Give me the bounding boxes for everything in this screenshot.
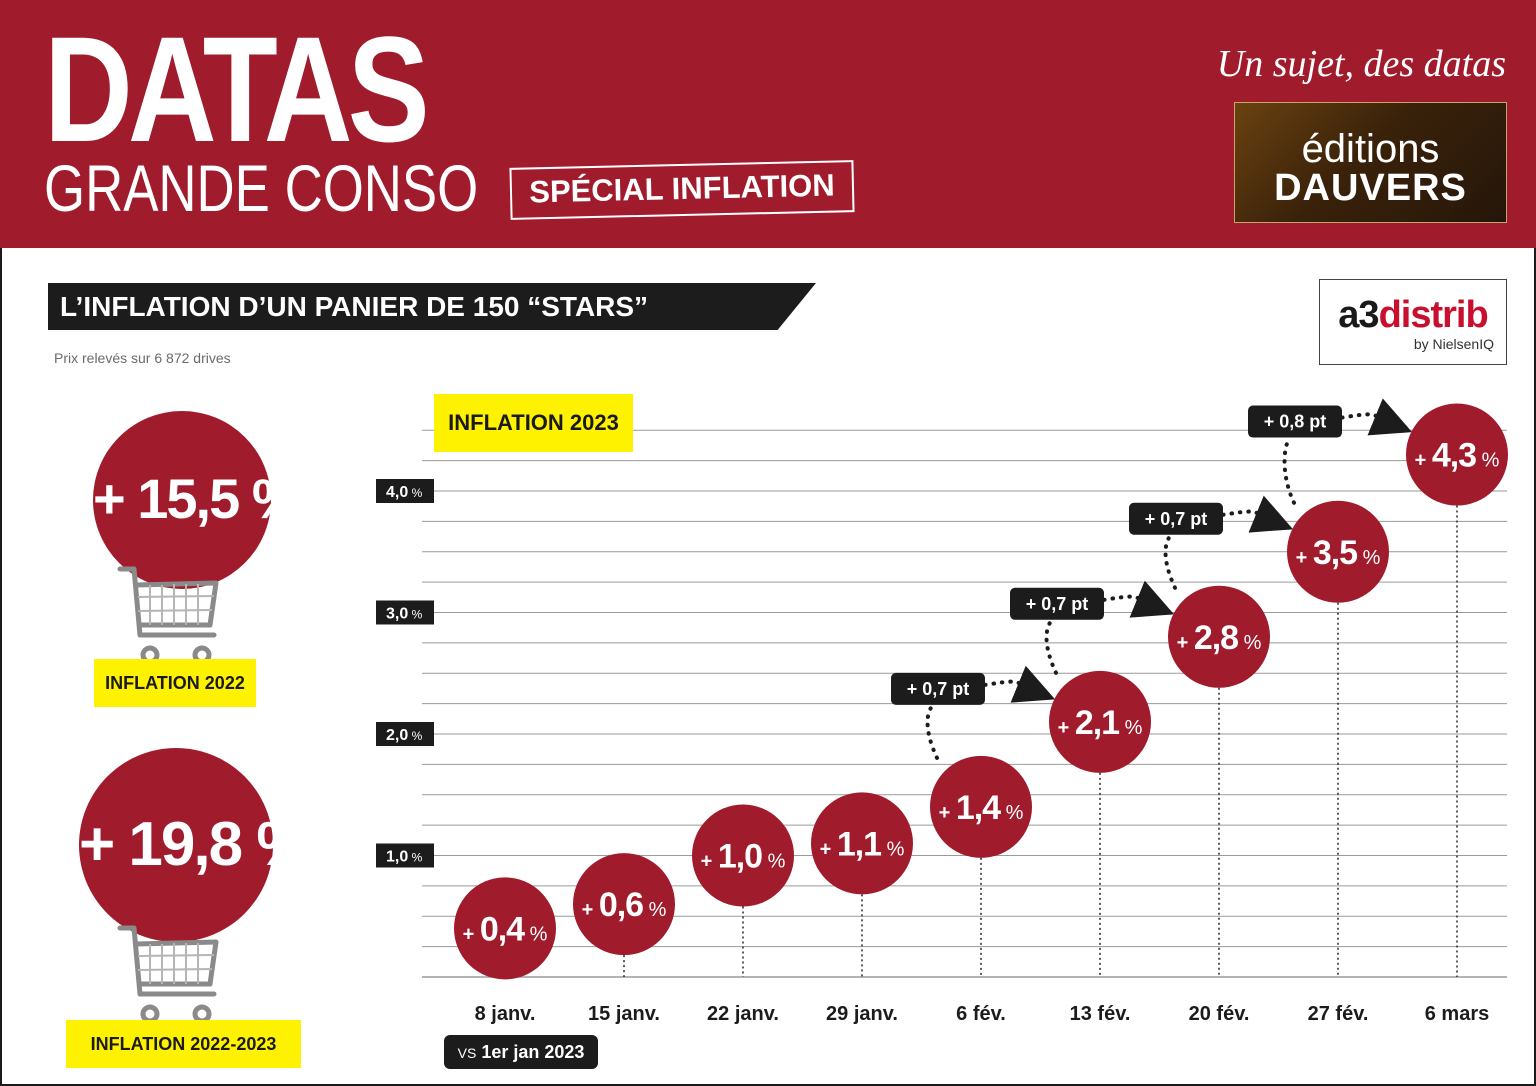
x-tick-label: 20 fév. [1189,1003,1250,1025]
baseline-tag: VS 1er jan 2023 [444,1035,598,1069]
inflation-2022-value: + 15,5 % [93,467,302,530]
y-tick-label-bg [376,722,434,746]
data-bubble [1049,670,1151,773]
data-label: + 1,0 % [701,838,786,876]
publisher-logo-line1: éditions [1301,127,1440,171]
brand-subtitle: GRANDE CONSO [44,151,479,225]
source-note: Prix relevés sur 6 872 drives [54,350,231,366]
data-bubble [1168,585,1270,688]
x-tick-label: 6 mars [1425,1003,1490,1025]
data-label: + 4,3 % [1415,437,1500,475]
data-bubble [811,792,913,895]
y-tick-label-bg [376,600,434,625]
inflation-2022-2023-value: + 19,8 % [79,810,311,879]
data-label: + 2,1 % [1058,704,1143,742]
data-bubble [1287,500,1389,603]
step-label: + 0,8 pt [1264,412,1327,432]
inflation-2022-2023-circle: + 19,8 % [79,748,311,942]
y-tick-label: 2,0 % [386,727,423,744]
x-tick-label: 13 fév. [1070,1003,1131,1025]
baseline-tag-prefix: VS [457,1045,477,1061]
data-label: + 0,6 % [582,886,667,924]
step-connector [1044,597,1163,675]
data-label: + 1,1 % [820,825,905,863]
y-tick-label: 3,0 % [386,606,423,623]
inflation-2022-label: INFLATION 2022 [94,659,256,707]
a3distrib-logo-sub: by NielsenIQ [1413,336,1494,352]
a3distrib-logo-a3: a3 [1338,294,1379,336]
header-banner: DATAS GRANDE CONSO SPÉCIAL INFLATION Un … [0,0,1536,248]
shopping-cart-icon [117,566,219,665]
step-connector [1163,512,1282,590]
y-tick-label-bg [376,843,434,868]
x-tick-label: 27 fév. [1308,1003,1369,1025]
step-connector [1282,414,1401,505]
data-bubble [1406,403,1508,506]
baseline-tag-text: 1er jan 2023 [481,1042,585,1062]
a3distrib-logo-distrib: distrib [1378,294,1489,336]
step-pill [1248,405,1342,438]
shopping-cart-icon [117,925,219,1024]
step-label: + 0,7 pt [1026,594,1089,614]
x-tick-label: 29 janv. [826,1003,898,1025]
data-bubble [454,877,556,980]
tagline: Un sujet, des datas [1216,43,1506,85]
section-title: L’INFLATION D’UN PANIER DE 150 “STARS” [48,283,816,330]
data-bubble [930,755,1032,858]
data-label: + 0,4 % [463,910,548,948]
y-tick-label: 1,0 % [386,849,423,866]
brand-title: DATAS [44,5,430,173]
step-label: + 0,7 pt [1145,509,1208,529]
data-label: + 1,4 % [939,789,1024,827]
x-tick-label: 15 janv. [588,1003,660,1025]
a3distrib-logo: a3distrib by NielsenIQ [1319,279,1507,365]
x-tick-label: 22 janv. [707,1003,779,1025]
x-tick-label: 8 janv. [475,1003,536,1025]
step-pill [891,672,985,705]
inflation-2022-2023-label: INFLATION 2022-2023 [66,1020,301,1068]
data-bubble [573,853,675,956]
data-label: + 3,5 % [1296,534,1381,572]
chart-title-tag: INFLATION 2023 [434,394,633,452]
step-pill [1010,587,1104,620]
y-tick-label: 4,0 % [386,484,423,501]
step-label: + 0,7 pt [907,679,970,699]
step-pill [1129,502,1223,535]
y-tick-label-bg [376,479,434,503]
data-label: + 2,8 % [1177,619,1262,657]
publisher-logo: éditions DAUVERS [1234,102,1507,223]
data-bubble [692,804,794,907]
inflation-2022-circle: + 15,5 % [93,411,302,589]
publisher-logo-line2: DAUVERS [1274,167,1467,209]
x-tick-label: 6 fév. [956,1003,1006,1025]
step-connector [925,682,1044,760]
